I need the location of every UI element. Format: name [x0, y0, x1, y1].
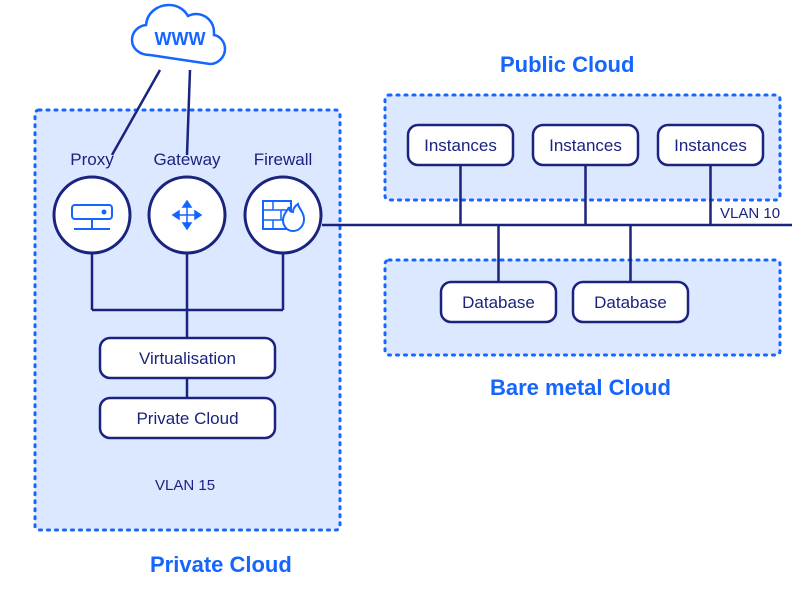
- private-cloud-title: Private Cloud: [150, 552, 292, 577]
- proxy-icon-dot: [102, 210, 107, 215]
- proxy-label: Proxy: [70, 150, 114, 169]
- vlan10-label: VLAN 10: [720, 205, 780, 222]
- database-box-label: Database: [594, 293, 667, 312]
- proxy-node: [54, 177, 130, 253]
- pcloud-label: Private Cloud: [136, 409, 238, 428]
- bare-metal-cloud-title: Bare metal Cloud: [490, 375, 671, 400]
- virt-label: Virtualisation: [139, 349, 236, 368]
- instance-box-label: Instances: [674, 136, 747, 155]
- www-label: WWW: [155, 29, 206, 49]
- firewall-node: [245, 177, 321, 253]
- firewall-label: Firewall: [254, 150, 313, 169]
- public-cloud-title: Public Cloud: [500, 52, 634, 77]
- gateway-label: Gateway: [153, 150, 221, 169]
- vlan15-label: VLAN 15: [155, 477, 215, 494]
- database-box-label: Database: [462, 293, 535, 312]
- instance-box-label: Instances: [549, 136, 622, 155]
- instance-box-label: Instances: [424, 136, 497, 155]
